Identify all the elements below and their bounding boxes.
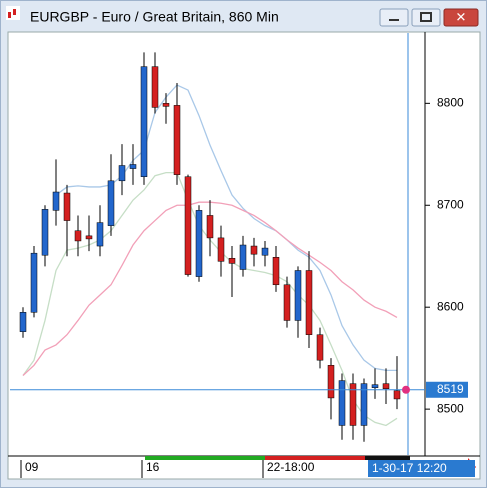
x-tick-label: 09 xyxy=(25,460,39,474)
window-title: EURGBP - Euro / Great Britain, 860 Min xyxy=(30,9,279,25)
session-strip xyxy=(265,456,365,460)
candle-body xyxy=(327,365,335,399)
close-button[interactable] xyxy=(443,8,479,27)
candle-body xyxy=(217,237,225,262)
candle-body xyxy=(371,384,379,388)
maximize-button[interactable] xyxy=(411,8,441,27)
candle-body xyxy=(74,230,82,242)
candle-body xyxy=(382,383,390,389)
candle-body xyxy=(283,284,291,321)
crosshair-label: 1-30-17 12:20 xyxy=(372,461,447,475)
app-icon-bar xyxy=(13,9,16,15)
candle-body xyxy=(63,192,71,221)
candle-body xyxy=(151,66,159,108)
candle-body xyxy=(30,252,38,313)
candle-body xyxy=(316,334,324,361)
y-tick-label: 8500 xyxy=(437,401,464,415)
last-price-marker xyxy=(402,385,410,394)
candle-body xyxy=(349,383,357,426)
candle-body xyxy=(195,210,203,277)
candle-body xyxy=(250,245,258,255)
candle-body xyxy=(393,390,401,400)
crosshair-label-box xyxy=(368,460,475,477)
candle-body xyxy=(85,235,93,240)
y-tick-label: 8700 xyxy=(437,197,464,211)
candle-body xyxy=(360,383,368,426)
y-tick-label: 8800 xyxy=(437,96,464,110)
x-tick-label: 22-18:00 xyxy=(267,460,315,474)
session-strip xyxy=(145,456,265,460)
x-tick-label: 16 xyxy=(146,460,160,474)
candle-body xyxy=(129,164,137,169)
candle-body xyxy=(107,180,115,226)
candle-body xyxy=(19,312,27,332)
candle-body xyxy=(140,66,148,177)
candle-body xyxy=(96,222,104,247)
candle-body xyxy=(41,209,49,256)
candle-body xyxy=(173,105,181,175)
candle-body xyxy=(206,215,214,239)
candle-body xyxy=(294,270,302,321)
y-tick-label: 8600 xyxy=(437,299,464,313)
candle-body xyxy=(261,247,269,256)
candle-body xyxy=(272,257,280,286)
minimize-icon xyxy=(389,19,399,21)
app-icon-bar xyxy=(8,12,11,18)
candle-body xyxy=(118,165,126,182)
price-label: 8519 xyxy=(437,382,464,396)
price-label-box xyxy=(426,381,468,398)
candle-body xyxy=(184,176,192,275)
minimize-button[interactable] xyxy=(379,8,409,27)
candle-body xyxy=(239,244,247,270)
maximize-icon xyxy=(420,12,432,22)
candle-body xyxy=(52,191,60,211)
candle-body xyxy=(228,258,236,264)
close-icon: ✕ xyxy=(456,9,467,24)
candle-body xyxy=(162,103,170,107)
session-strip xyxy=(365,456,410,460)
candle-body xyxy=(338,380,346,426)
candle-body xyxy=(305,270,313,335)
